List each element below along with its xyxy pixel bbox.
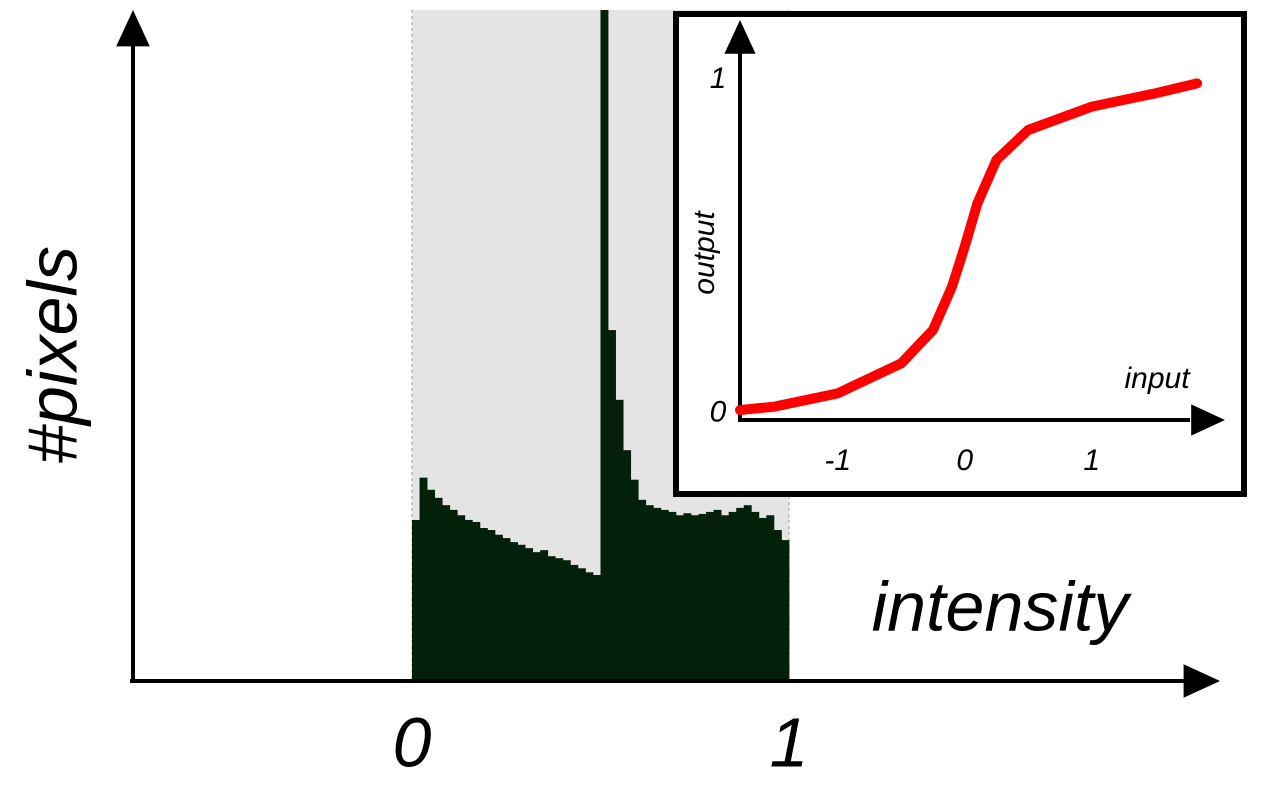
histogram-bar xyxy=(766,515,775,681)
histogram-bar xyxy=(464,519,473,681)
histogram-bar xyxy=(457,515,466,681)
histogram-bar xyxy=(706,511,714,681)
histogram-bar xyxy=(600,10,609,681)
histogram-bar xyxy=(758,517,767,681)
histogram-bar xyxy=(502,538,511,681)
histogram-bar xyxy=(668,511,677,681)
x-axis-label: intensity xyxy=(872,567,1133,645)
histogram-bar xyxy=(713,509,722,681)
histogram-bar xyxy=(427,489,436,681)
histogram-bar xyxy=(773,530,782,681)
histogram-bar xyxy=(751,511,760,681)
histogram-bar xyxy=(525,548,534,681)
x-tick-label: 1 xyxy=(770,703,809,781)
histogram-bar xyxy=(540,550,549,681)
curve xyxy=(735,78,1203,415)
histogram-bar xyxy=(623,450,632,681)
histogram-bar xyxy=(532,552,541,681)
histogram-bar xyxy=(449,509,458,681)
histogram-bar xyxy=(660,509,669,681)
histogram-bar xyxy=(736,507,745,681)
histogram-bar xyxy=(645,505,654,681)
histogram-bar xyxy=(608,330,616,681)
histogram-bar xyxy=(653,507,662,681)
y-axis-label: #pixels xyxy=(13,246,91,464)
histogram-bar xyxy=(683,513,692,681)
histogram-bar xyxy=(698,513,707,681)
histogram-bar xyxy=(743,505,752,681)
histogram-bar xyxy=(728,511,737,681)
histogram-bar xyxy=(781,540,790,681)
histogram-bar xyxy=(721,515,730,681)
histogram-bar xyxy=(570,564,579,681)
histogram-bar xyxy=(472,521,481,681)
histogram-bar xyxy=(615,399,624,681)
histogram-bar xyxy=(577,568,586,681)
arrow-head xyxy=(116,10,150,47)
histogram-bar xyxy=(547,556,556,681)
histogram-bar xyxy=(494,534,503,681)
histogram-bar xyxy=(434,497,443,681)
arrow-head xyxy=(1183,664,1220,698)
x-axis-label: input xyxy=(1124,362,1191,395)
histogram-bar xyxy=(592,574,601,681)
histogram-bar xyxy=(487,530,496,681)
x-tick-label: -1 xyxy=(824,444,851,477)
x-tick-label: 0 xyxy=(956,444,973,477)
histogram-bar xyxy=(630,479,639,681)
x-tick-label: 1 xyxy=(1083,444,1100,477)
arrow-head xyxy=(1191,404,1225,436)
histogram-bar xyxy=(419,477,428,681)
histogram-bar xyxy=(555,558,564,681)
inset-chart: -1 0 1 0 1 input output xyxy=(688,20,1225,477)
histogram-bar xyxy=(690,515,699,681)
y-tick-label: 0 xyxy=(710,395,727,428)
histogram-bar xyxy=(442,505,451,681)
y-tick-label: 1 xyxy=(710,62,727,95)
histogram-bar xyxy=(562,560,571,681)
histogram-bar xyxy=(411,519,420,681)
histogram-bar xyxy=(638,499,647,681)
x-tick-label: 0 xyxy=(393,703,432,781)
histogram-bar xyxy=(675,515,684,681)
histogram-bar xyxy=(510,542,518,681)
histogram-bar xyxy=(517,544,526,681)
histogram-bar xyxy=(479,528,488,681)
y-axis-label: output xyxy=(688,210,721,295)
histogram-bar xyxy=(585,572,594,681)
arrow-head xyxy=(724,20,756,54)
